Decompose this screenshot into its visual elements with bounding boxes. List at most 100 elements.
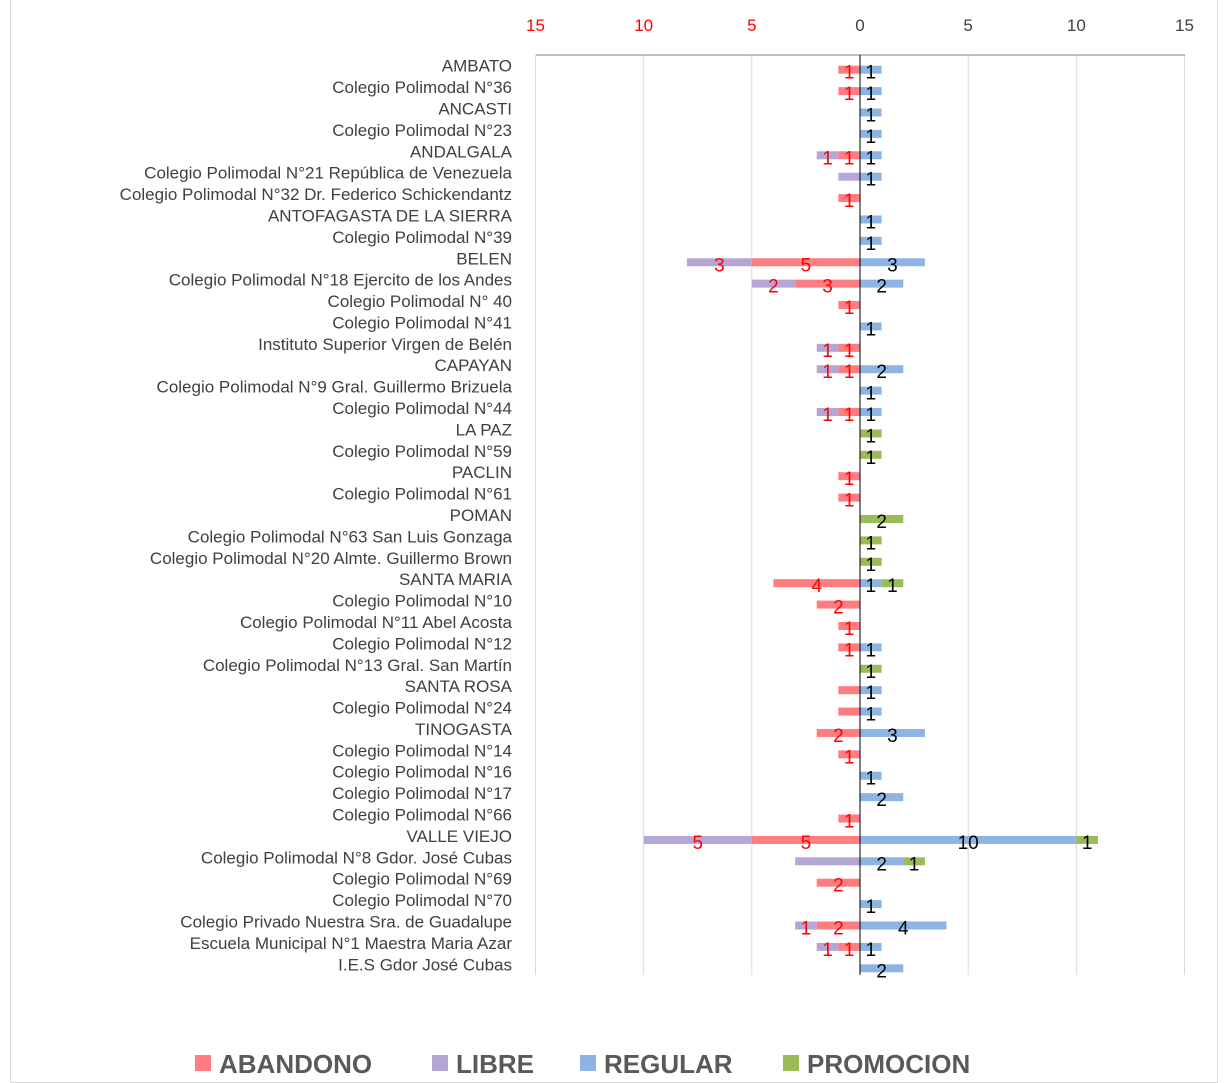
bar-libre: [816, 408, 839, 417]
bar-libre: [816, 365, 839, 374]
bar-libre: [816, 942, 839, 951]
data-label: 2: [876, 790, 887, 811]
bar-regular: [860, 151, 882, 160]
x-tick-label: 10: [1067, 16, 1086, 35]
data-label: 1: [866, 84, 877, 105]
data-label: 1: [866, 940, 877, 961]
data-label: 1: [866, 533, 877, 554]
bar-abandono: [838, 750, 860, 759]
bar-abandono: [816, 921, 860, 930]
bar-abandono: [838, 343, 860, 352]
data-label: 2: [768, 277, 779, 298]
bar-abandono: [838, 194, 860, 203]
bar-abandono: [816, 728, 860, 737]
x-tick-label: 15: [1175, 16, 1194, 35]
bar-abandono: [838, 621, 860, 630]
data-label: 1: [844, 619, 855, 640]
category-label: Colegio Polimodal N°32 Dr. Federico Schi…: [120, 185, 512, 204]
legend-label-promocion: PROMOCION: [807, 1049, 970, 1077]
category-label: Instituto Superior Virgen de Belén: [258, 335, 512, 354]
data-label: 5: [801, 255, 812, 276]
bar-promocion: [860, 515, 904, 523]
category-label: Colegio Polimodal N°66: [332, 806, 512, 825]
bar-libre: [686, 258, 752, 267]
data-label: 4: [811, 576, 822, 597]
bar-abandono: [838, 301, 860, 310]
data-label: 1: [844, 469, 855, 490]
bar-promocion: [860, 557, 882, 566]
data-label: 1: [844, 362, 855, 383]
category-label: Colegio Polimodal N°13 Gral. San Martín: [203, 656, 512, 675]
bar-libre: [795, 921, 817, 930]
bar-regular: [860, 65, 882, 74]
category-label: PACLIN: [452, 463, 512, 482]
bar-promocion: [860, 450, 882, 459]
category-label: ANTOFAGASTA DE LA SIERRA: [268, 206, 513, 225]
legend-swatch-abandono: [195, 1055, 211, 1071]
bar-regular: [860, 215, 882, 224]
bar-libre: [643, 835, 752, 844]
data-label: 2: [876, 854, 887, 875]
category-label: BELEN: [456, 249, 512, 268]
bar-promocion: [1076, 835, 1098, 844]
category-label: Colegio Polimodal N°21 República de Vene…: [144, 164, 512, 183]
category-label: SANTA ROSA: [405, 677, 513, 696]
bar-regular: [860, 835, 1077, 844]
bar-regular: [860, 728, 925, 737]
bar-promocion: [881, 579, 904, 588]
bar-regular: [860, 172, 882, 181]
bar-regular: [860, 258, 925, 267]
data-label: 2: [876, 277, 887, 298]
category-label: Colegio Polimodal N°41: [332, 313, 512, 332]
data-label: 2: [876, 362, 887, 383]
bar-abandono: [816, 600, 860, 609]
data-label: 5: [692, 833, 703, 854]
category-label: AMBATO: [442, 57, 512, 76]
data-label: 1: [844, 191, 855, 212]
data-label: 2: [833, 726, 844, 747]
data-label: 3: [887, 726, 898, 747]
bar-regular: [860, 857, 904, 866]
data-label: 4: [898, 919, 909, 940]
bar-regular: [860, 129, 882, 138]
category-label: Colegio Polimodal N°61: [332, 485, 512, 504]
category-label: Colegio Polimodal N°44: [332, 399, 512, 418]
category-label: Colegio Polimodal N°8 Gdor. José Cubas: [201, 848, 512, 867]
bar-promocion: [860, 664, 882, 673]
data-label: 1: [866, 234, 877, 255]
data-label: 1: [866, 105, 877, 126]
data-label: 1: [909, 854, 920, 875]
bar-regular: [860, 322, 882, 331]
bar-abandono: [751, 835, 860, 844]
data-label: 1: [866, 426, 877, 447]
data-label: 1: [866, 170, 877, 191]
bar-abandono: [795, 279, 860, 288]
bar-abandono: [816, 878, 860, 887]
data-label: 1: [844, 148, 855, 169]
data-label: 10: [958, 833, 979, 854]
data-label: 1: [866, 448, 877, 469]
bar-abandono: [838, 472, 860, 481]
legend-label-abandono: ABANDONO: [219, 1049, 372, 1077]
data-label: 1: [844, 298, 855, 319]
legend-swatch-libre: [432, 1055, 448, 1071]
bar-libre: [816, 343, 839, 352]
category-label: Colegio Polimodal N°63 San Luis Gonzaga: [188, 527, 513, 546]
bar-abandono: [838, 151, 860, 160]
bar-regular: [860, 108, 882, 117]
bar-regular: [860, 921, 947, 930]
data-label: 1: [866, 555, 877, 576]
category-label: Colegio Polimodal N°36: [332, 78, 512, 97]
category-label: Colegio Polimodal N°59: [332, 442, 512, 461]
data-label: 1: [866, 212, 877, 233]
data-label: 1: [844, 84, 855, 105]
data-label: 3: [822, 277, 833, 298]
category-label: I.E.S Gdor José Cubas: [338, 955, 512, 974]
bar-regular: [860, 643, 882, 652]
x-tick-label: 15: [526, 16, 545, 35]
category-label: Colegio Polimodal N°9 Gral. Guillermo Br…: [157, 378, 513, 397]
bar-regular: [860, 964, 904, 973]
bar-abandono: [838, 408, 860, 417]
bar-abandono: [838, 87, 860, 96]
data-label: 1: [866, 769, 877, 790]
